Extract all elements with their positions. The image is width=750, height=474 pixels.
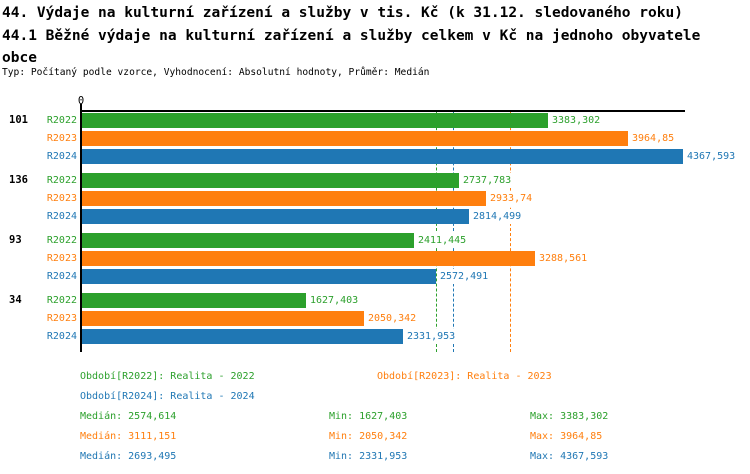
series-row-label-r2024: R2024 xyxy=(46,211,77,222)
bar-value-label: 3383,302 xyxy=(550,113,603,128)
series-row-label-r2022: R2022 xyxy=(46,235,77,246)
x-axis-zero-tick-label: 0 xyxy=(77,95,85,107)
bar-value-label: 2814,499 xyxy=(471,209,524,224)
series-row-label-r2023: R2023 xyxy=(46,313,77,324)
bar-value-label: 3288,561 xyxy=(537,251,590,266)
bar-value-label: 2933,74 xyxy=(488,191,535,206)
bar-r2024 xyxy=(82,149,683,164)
bar-value-label: 2331,953 xyxy=(405,329,458,344)
legend-median-r2023: Medián: 3111,151 xyxy=(80,431,177,442)
bar-value-label: 2572,491 xyxy=(438,269,491,284)
series-row-label-r2024: R2024 xyxy=(46,271,77,282)
bar-r2023 xyxy=(82,131,628,146)
bar-r2023 xyxy=(82,251,535,266)
series-row-label-r2023: R2023 xyxy=(46,133,77,144)
legend-max-r2022: Max: 3383,302 xyxy=(530,411,609,422)
bar-r2022 xyxy=(82,113,548,128)
median-line-r2022 xyxy=(436,112,437,352)
bar-value-label: 1627,403 xyxy=(308,293,361,308)
bar-r2022 xyxy=(82,173,459,188)
category-label: 136 xyxy=(9,174,28,186)
legend-min-r2023: Min: 2050,342 xyxy=(329,431,408,442)
series-row-label-r2024: R2024 xyxy=(46,331,77,342)
bar-value-label: 2411,445 xyxy=(416,233,469,248)
bar-r2024 xyxy=(82,209,469,224)
legend-median-r2022: Medián: 2574,614 xyxy=(80,411,177,422)
bar-r2023 xyxy=(82,311,364,326)
bar-r2023 xyxy=(82,191,486,206)
category-label: 101 xyxy=(9,114,28,126)
bar-r2024 xyxy=(82,329,403,344)
series-row-label-r2024: R2024 xyxy=(46,151,77,162)
series-row-label-r2022: R2022 xyxy=(46,115,77,126)
legend-max-r2024: Max: 4367,593 xyxy=(530,451,609,462)
bar-value-label: 4367,593 xyxy=(685,149,738,164)
category-label: 93 xyxy=(9,234,22,246)
series-row-label-r2023: R2023 xyxy=(46,253,77,264)
series-row-label-r2022: R2022 xyxy=(46,295,77,306)
bar-value-label: 2050,342 xyxy=(366,311,419,326)
bar-value-label: 2737,783 xyxy=(461,173,514,188)
bar-r2024 xyxy=(82,269,436,284)
chart-title-block: 44. Výdaje na kulturní zařízení a služby… xyxy=(2,2,718,70)
legend-median-r2024: Medián: 2693,495 xyxy=(80,451,177,462)
y-axis-line xyxy=(80,104,82,352)
x-axis-line xyxy=(80,110,685,112)
chart-title-line2: 44.1 Běžné výdaje na kulturní zařízení a… xyxy=(2,27,701,67)
legend-period-r2024: Období[R2024]: Realita - 2024 xyxy=(80,391,255,402)
series-row-label-r2022: R2022 xyxy=(46,175,77,186)
median-line-r2024 xyxy=(453,112,454,352)
category-label: 34 xyxy=(9,294,22,306)
median-line-r2023 xyxy=(510,112,511,352)
legend-min-r2022: Min: 1627,403 xyxy=(329,411,408,422)
legend-max-r2023: Max: 3964,85 xyxy=(530,431,603,442)
legend-period-r2022: Období[R2022]: Realita - 2022 xyxy=(80,371,255,382)
bar-value-label: 3964,85 xyxy=(630,131,677,146)
chart-title-line1: 44. Výdaje na kulturní zařízení a služby… xyxy=(2,5,683,21)
bar-r2022 xyxy=(82,293,306,308)
legend-min-r2024: Min: 2331,953 xyxy=(329,451,408,462)
chart-type-line: Typ: Počítaný podle vzorce, Vyhodnocení:… xyxy=(2,67,430,78)
bar-r2022 xyxy=(82,233,414,248)
series-row-label-r2023: R2023 xyxy=(46,193,77,204)
legend-period-r2023: Období[R2023]: Realita - 2023 xyxy=(377,371,552,382)
